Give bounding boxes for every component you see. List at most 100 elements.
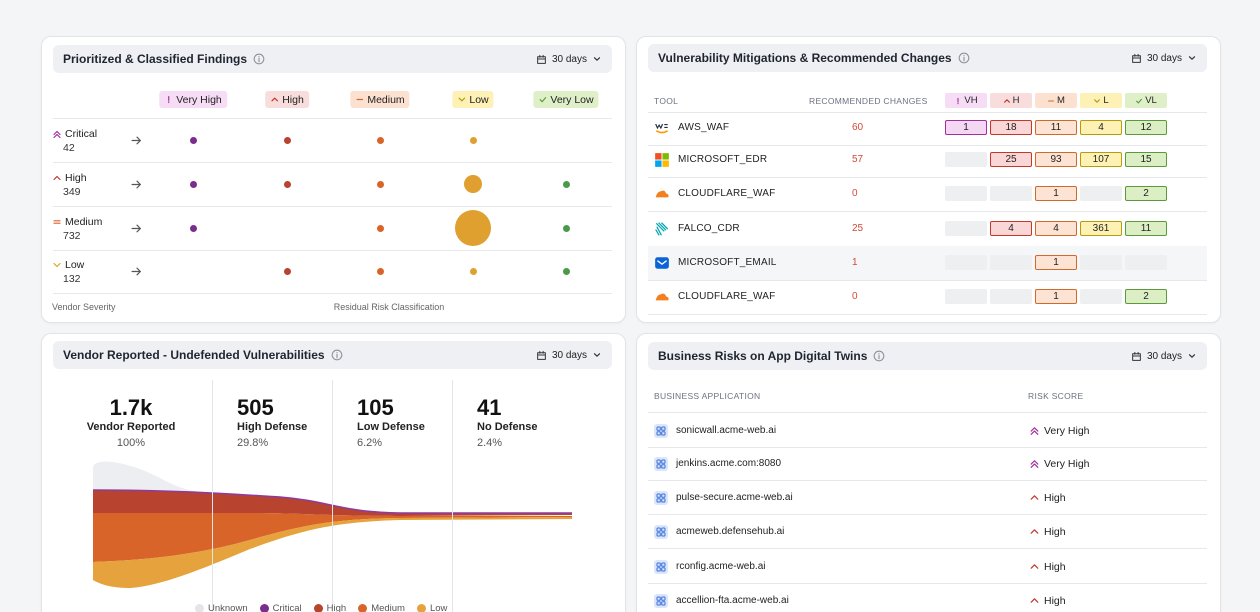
icon bbox=[1132, 53, 1141, 63]
stat-value: 1.7k bbox=[109, 395, 153, 420]
icon-part bbox=[654, 491, 668, 505]
count-cell: 1 bbox=[1035, 186, 1077, 201]
icon-part bbox=[53, 220, 61, 224]
stat-value: 105 bbox=[357, 395, 394, 420]
stat-percent: 100% bbox=[116, 437, 146, 449]
stat-percent: 6.2% bbox=[357, 437, 383, 449]
icon-part bbox=[662, 160, 669, 167]
column-label: L bbox=[1103, 95, 1109, 106]
icon-part bbox=[661, 562, 666, 567]
flow-critical bbox=[92, 489, 572, 514]
period-selector[interactable]: 30 days bbox=[1131, 53, 1197, 64]
icon bbox=[1030, 427, 1039, 435]
severity-label: Critical bbox=[52, 128, 97, 140]
stat-value: 41 bbox=[477, 395, 502, 420]
icon bbox=[1132, 351, 1141, 361]
bubble bbox=[562, 267, 570, 275]
icon-part bbox=[656, 567, 661, 572]
app-name: pulse-secure.acme-web.ai bbox=[676, 492, 793, 503]
count-cell: 4 bbox=[990, 221, 1032, 236]
footer-label: Residual Risk Classification bbox=[333, 302, 445, 312]
tool-icon bbox=[655, 222, 669, 236]
column-label: Very Low bbox=[550, 93, 594, 106]
legend-swatch bbox=[259, 604, 269, 612]
legend-label: Low bbox=[429, 603, 448, 612]
icon-part bbox=[1030, 427, 1039, 435]
recommended-changes: 0 bbox=[852, 188, 858, 199]
stat-label: Low Defense bbox=[357, 421, 425, 433]
legend-label: High bbox=[326, 603, 347, 612]
icon bbox=[537, 54, 546, 64]
icon-part bbox=[661, 431, 666, 436]
app-name: accellion-fta.acme-web.ai bbox=[676, 595, 789, 606]
column-header: RISK SCORE bbox=[1028, 391, 1084, 401]
empty-cell bbox=[945, 221, 987, 236]
bubble bbox=[283, 180, 291, 188]
count-cell: 1 bbox=[945, 120, 987, 135]
icon-part bbox=[656, 493, 661, 498]
severity-count: 732 bbox=[63, 230, 81, 242]
severity-name: Medium bbox=[65, 216, 103, 228]
divider bbox=[648, 145, 1207, 146]
app-name: rconfig.acme-web.ai bbox=[676, 561, 766, 572]
legend-swatch bbox=[358, 604, 368, 612]
empty-cell bbox=[1080, 289, 1122, 304]
stat-label: High Defense bbox=[237, 421, 308, 433]
app-icon bbox=[654, 491, 668, 505]
count-cell: 4 bbox=[1080, 120, 1122, 135]
flow-unknown bbox=[93, 461, 200, 492]
count-cell: 12 bbox=[1125, 120, 1167, 135]
count-cell: 93 bbox=[1035, 152, 1077, 167]
count-cell: 25 bbox=[990, 152, 1032, 167]
bubble bbox=[283, 267, 291, 275]
icon-part bbox=[656, 532, 661, 537]
icon bbox=[957, 97, 959, 104]
icon bbox=[593, 353, 601, 357]
icon-part bbox=[661, 426, 666, 431]
panel-title: Vulnerability Mitigations & Recommended … bbox=[658, 51, 952, 65]
icon-part bbox=[661, 459, 666, 464]
icon bbox=[331, 349, 342, 361]
icon-part bbox=[131, 267, 141, 276]
icon-part bbox=[1188, 354, 1196, 358]
icon-part bbox=[661, 464, 666, 469]
period: 30 days bbox=[551, 349, 587, 361]
bubble bbox=[376, 224, 384, 232]
legend-label: Unknown bbox=[208, 603, 248, 612]
icon bbox=[131, 180, 141, 189]
icon-part bbox=[661, 493, 666, 498]
icon-part bbox=[654, 525, 668, 539]
legend-item: Critical bbox=[259, 603, 302, 612]
column-label: M bbox=[1057, 95, 1065, 106]
period-selector[interactable]: 30 days bbox=[536, 54, 602, 65]
icon-part bbox=[593, 57, 601, 61]
icon-part bbox=[1094, 98, 1101, 103]
icon-part bbox=[655, 123, 668, 130]
tool-name: CLOUDFLARE_WAF bbox=[678, 188, 776, 199]
icon-part bbox=[1132, 53, 1141, 63]
count-cell: 11 bbox=[1125, 221, 1167, 236]
icon-part bbox=[331, 349, 342, 361]
count-cell: 11 bbox=[1035, 120, 1077, 135]
count-cell: 361 bbox=[1080, 221, 1122, 236]
icon-part bbox=[539, 97, 547, 103]
tool-icon bbox=[655, 153, 669, 167]
bubble bbox=[189, 180, 197, 188]
icon-part bbox=[656, 527, 661, 532]
tool-name: FALCO_CDR bbox=[678, 223, 740, 234]
legend-item: Low bbox=[416, 603, 448, 612]
icon bbox=[53, 175, 61, 181]
icon-part bbox=[271, 97, 278, 102]
period-selector[interactable]: 30 days bbox=[1131, 351, 1197, 362]
icon-part bbox=[1030, 495, 1039, 500]
icon-part bbox=[661, 596, 666, 601]
divider bbox=[648, 514, 1207, 515]
icon bbox=[1030, 598, 1039, 603]
icon-part bbox=[655, 293, 669, 301]
legend-item: High bbox=[313, 603, 347, 612]
icon bbox=[1030, 529, 1039, 534]
period-selector[interactable]: 30 days bbox=[536, 350, 602, 361]
column-header: RECOMMENDED CHANGES bbox=[809, 96, 928, 106]
tool-icon bbox=[655, 190, 669, 198]
